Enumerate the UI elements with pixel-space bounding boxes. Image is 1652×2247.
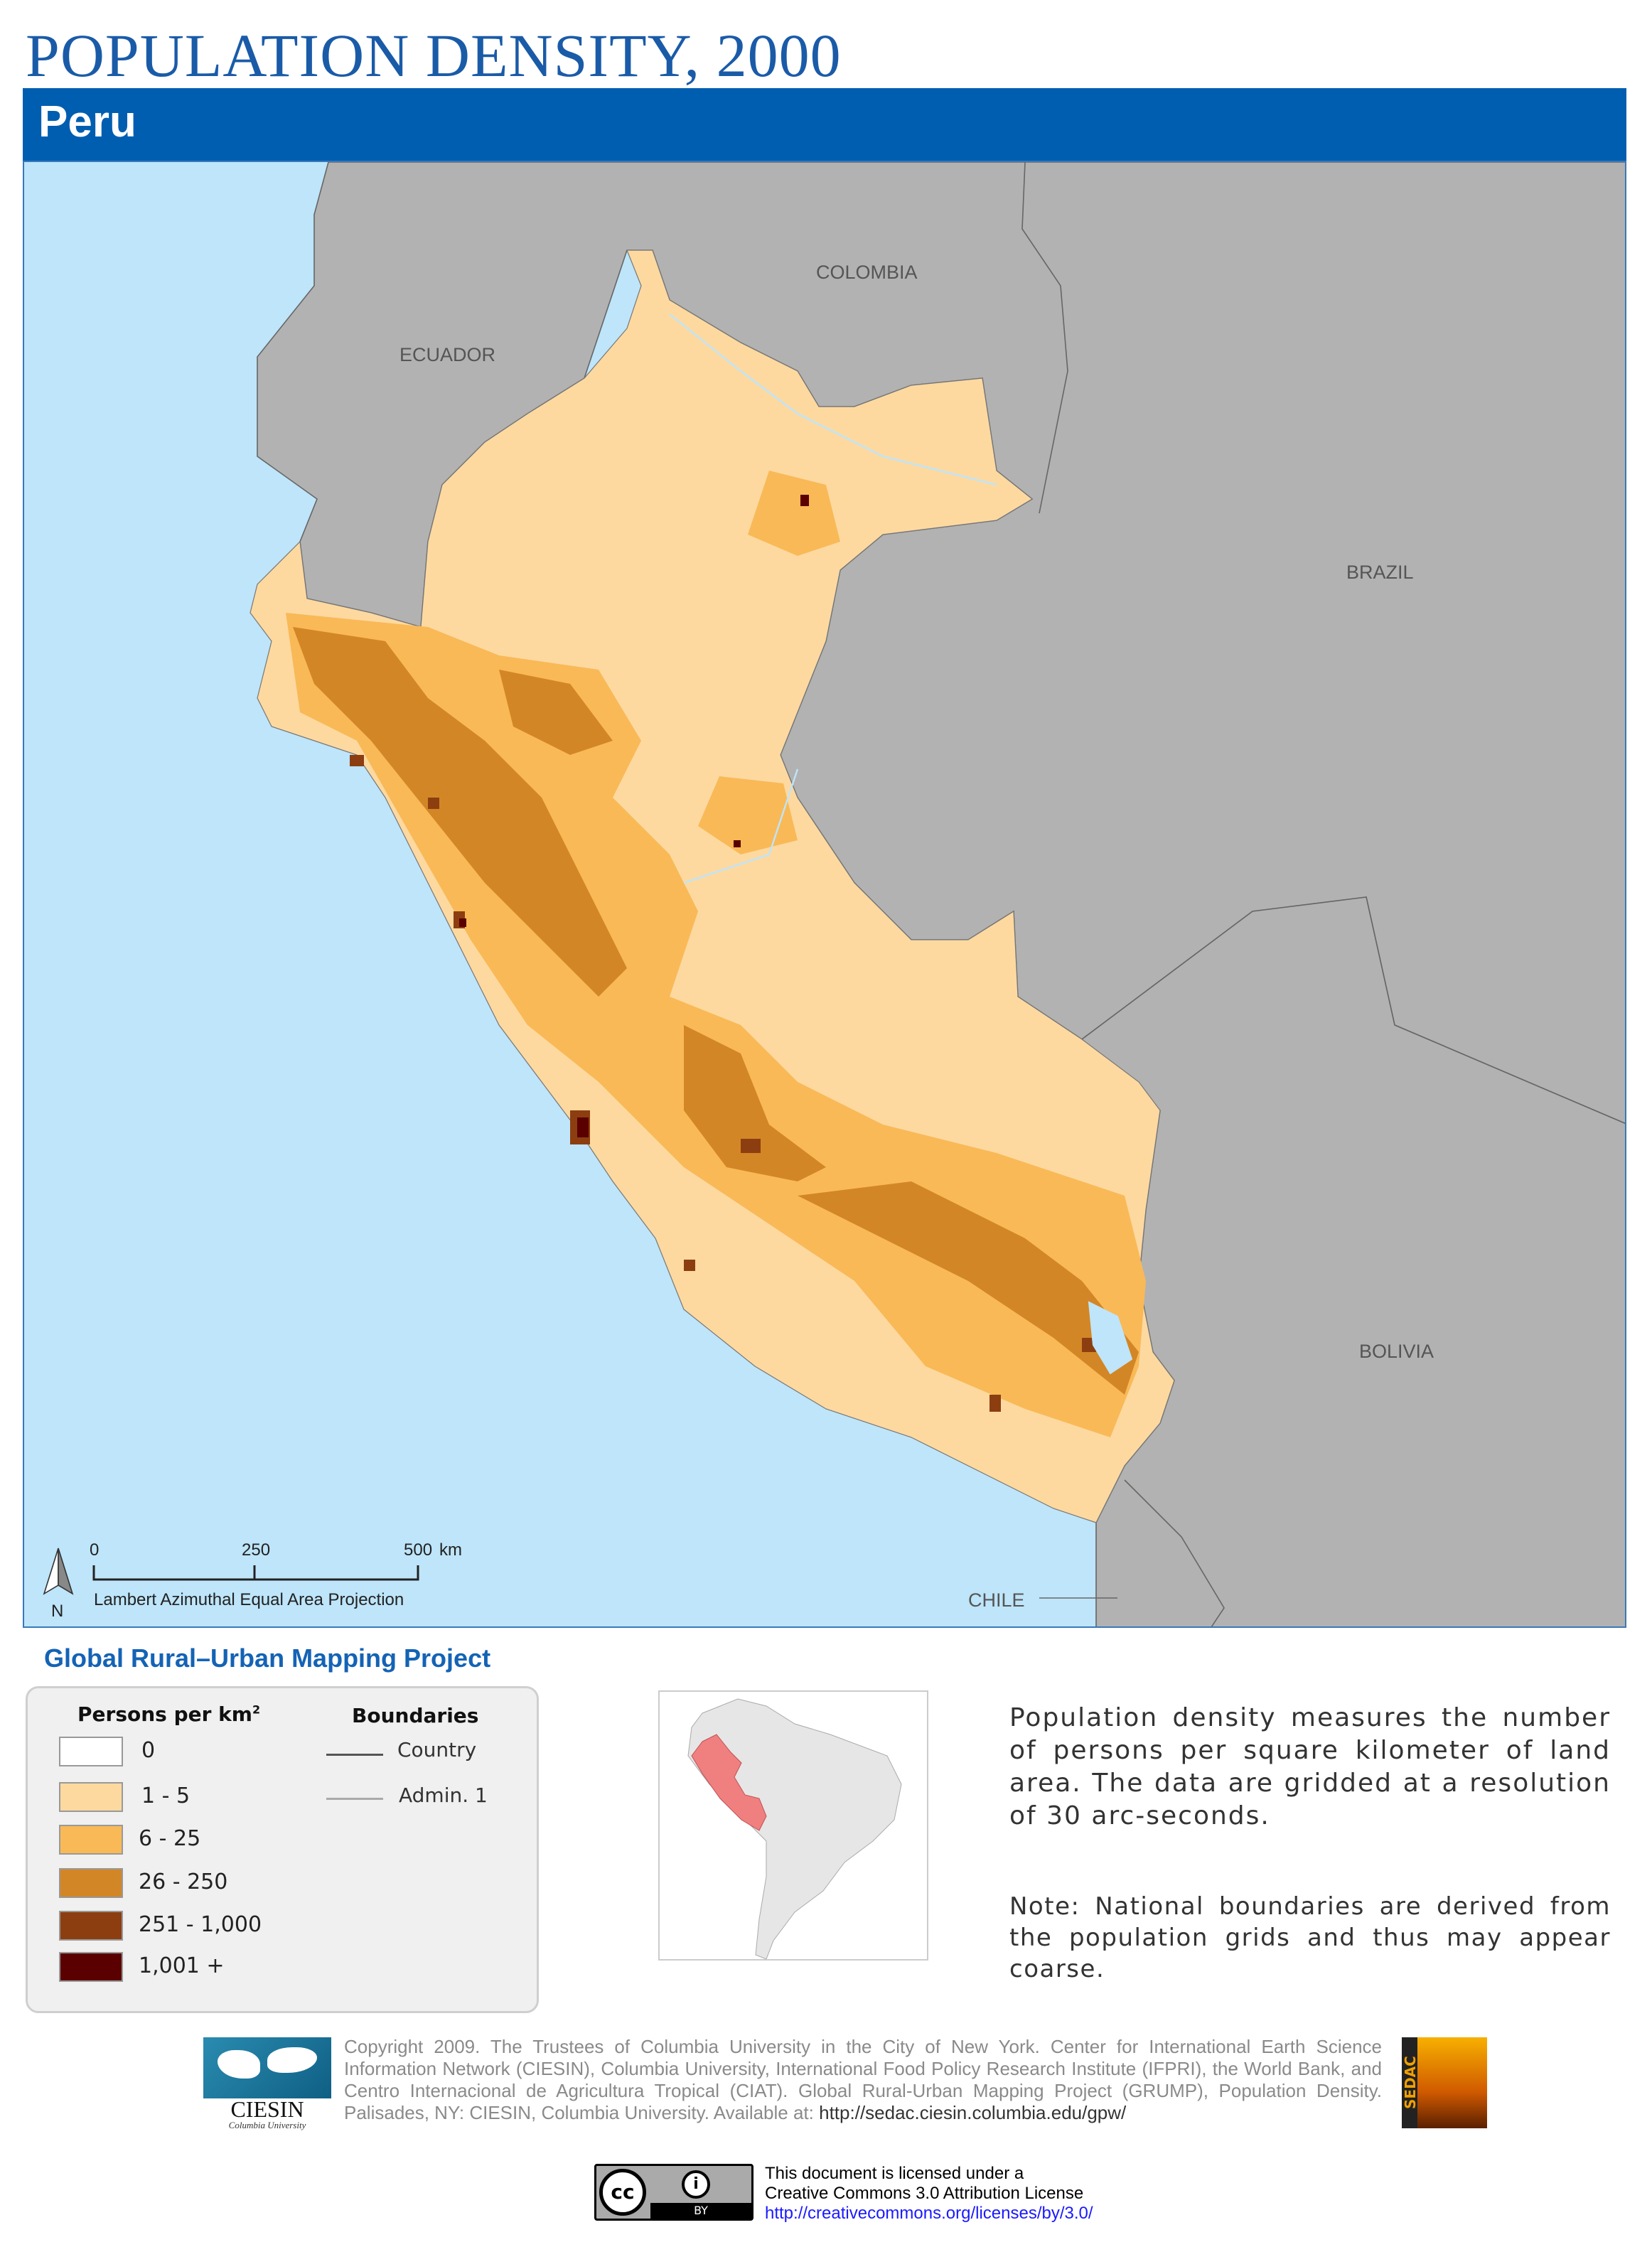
population-density-map: COLOMBIA ECUADOR BRAZIL BOLIVIA CHILE N … — [23, 161, 1626, 1628]
inset-locator-map — [658, 1690, 928, 1961]
ciesin-logo-subtext: Columbia University — [228, 2120, 306, 2130]
chile-bolivia-border — [1124, 1479, 1225, 1626]
scale-500: 500 — [404, 1540, 432, 1560]
legend: Persons per km2 Boundaries 0 1 - 5 6 - 2… — [26, 1686, 539, 2013]
legend-label-3: 26 - 250 — [139, 1870, 228, 1894]
legend-label-1: 1 - 5 — [141, 1784, 191, 1808]
projection-label: Lambert Azimuthal Equal Area Projection — [94, 1590, 404, 1609]
scale-unit: km — [439, 1540, 462, 1560]
license-line-2: Creative Commons 3.0 Attribution License — [765, 2184, 1084, 2203]
north-label: N — [51, 1602, 63, 1621]
country-name: Peru — [38, 97, 136, 146]
peru-highlight — [691, 1734, 767, 1831]
country-banner: Peru — [23, 88, 1626, 161]
license-text: This document is licensed under a Creati… — [765, 2164, 1093, 2224]
legend-label-2: 6 - 25 — [139, 1826, 201, 1851]
south-america-shape — [687, 1698, 902, 1960]
legend-swatch-4 — [59, 1911, 123, 1941]
legend-label-5: 1,001 + — [139, 1953, 225, 1978]
legend-country-label: Country — [397, 1738, 477, 1761]
label-bolivia: BOLIVIA — [1359, 1341, 1434, 1362]
legend-country-line — [326, 1754, 383, 1756]
note-text: Note: National boundaries are derived fr… — [1009, 1892, 1611, 1983]
ciesin-logo: CIESIN Columbia University — [203, 2037, 331, 2130]
scale-250: 250 — [242, 1540, 270, 1560]
lakes-rivers — [669, 313, 1133, 1375]
legend-swatch-2 — [59, 1825, 123, 1855]
label-chile: CHILE — [968, 1589, 1025, 1611]
sedac-logo: SEDAC — [1402, 2037, 1487, 2128]
label-ecuador: ECUADOR — [399, 344, 495, 365]
sedac-logo-text: SEDAC — [1402, 2037, 1419, 2128]
inset-svg — [687, 1698, 902, 1960]
density-1001-plus-areas — [459, 495, 809, 1137]
colombia-brazil-border — [1021, 162, 1068, 514]
ciesin-logo-text: CIESIN — [230, 2096, 304, 2122]
legend-label-4: 251 - 1,000 — [139, 1912, 262, 1937]
cc-icon: cc — [599, 2169, 646, 2216]
license-line-1: This document is licensed under a — [765, 2164, 1024, 2183]
legend-label-0: 0 — [141, 1738, 156, 1763]
legend-swatch-5 — [59, 1952, 123, 1982]
copyright-text: Copyright 2009. The Trustees of Columbia… — [344, 2036, 1382, 2123]
legend-admin-label: Admin. 1 — [399, 1784, 488, 1807]
license-link[interactable]: http://creativecommons.org/licenses/by/3… — [765, 2204, 1093, 2223]
project-title: Global Rural–Urban Mapping Project — [44, 1643, 491, 1673]
attribution-icon: i — [682, 2170, 710, 2199]
map-canvas: COLOMBIA ECUADOR BRAZIL BOLIVIA CHILE N … — [43, 162, 1625, 1626]
scale-0: 0 — [90, 1540, 99, 1560]
description-text: Population density measures the number o… — [1009, 1703, 1611, 1830]
north-arrow-icon — [43, 1548, 74, 1595]
scale-bar — [92, 1565, 419, 1581]
legend-swatch-1 — [59, 1782, 123, 1812]
legend-boundaries-title: Boundaries — [352, 1704, 479, 1727]
legend-swatch-3 — [59, 1868, 123, 1898]
page-title: POPULATION DENSITY, 2000 — [26, 21, 842, 90]
cc-by-label: BY — [650, 2203, 751, 2219]
legend-density-title: Persons per km2 — [77, 1702, 261, 1726]
legend-swatch-0 — [59, 1737, 123, 1766]
label-colombia: COLOMBIA — [816, 262, 918, 283]
label-brazil: BRAZIL — [1346, 562, 1414, 583]
density-26-250-areas — [293, 627, 1139, 1395]
legend-admin-line — [326, 1798, 383, 1800]
cc-by-badge[interactable]: cc i BY — [594, 2164, 753, 2221]
sedac-url[interactable]: http://sedac.ciesin.columbia.edu/gpw/ — [819, 2102, 1127, 2123]
